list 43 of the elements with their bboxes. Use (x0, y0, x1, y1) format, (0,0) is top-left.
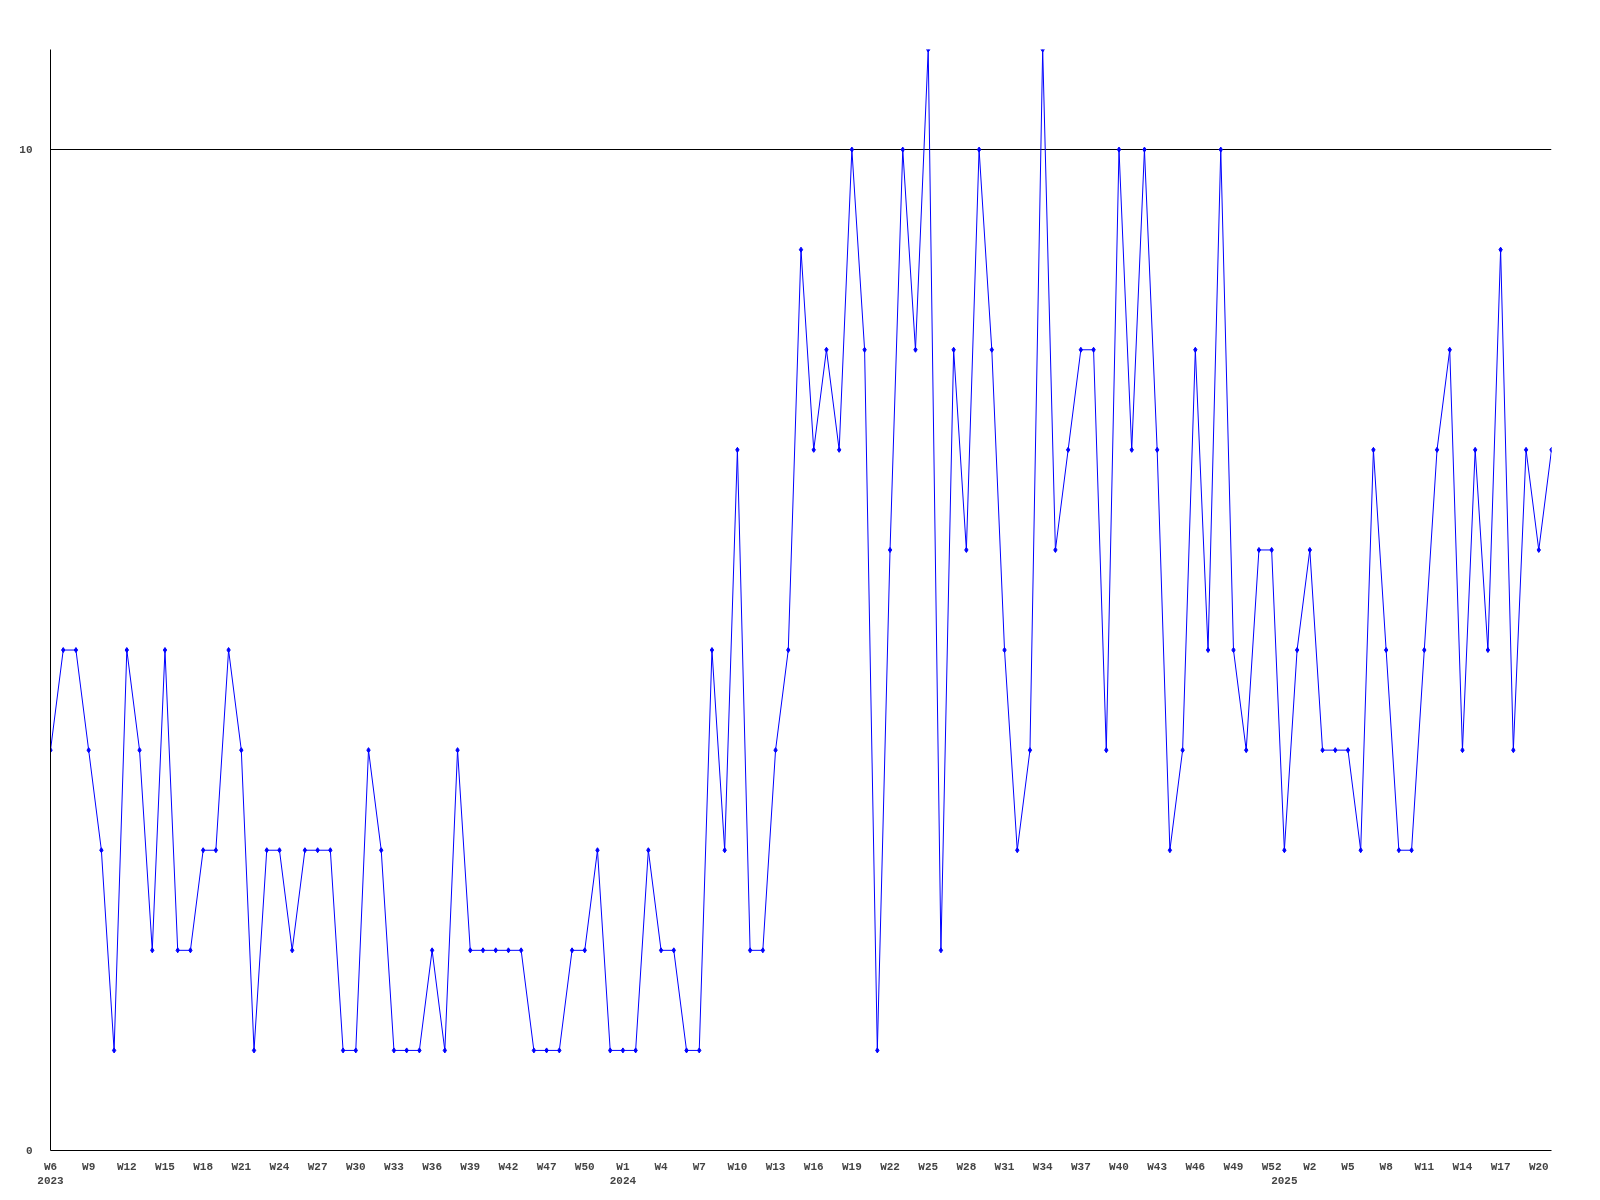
x-tick-label: W10 (727, 1160, 748, 1173)
x-tick-label: W42 (498, 1160, 519, 1173)
x-tick-label: W8 (1379, 1160, 1394, 1173)
x-tick-label: W52 (1261, 1160, 1282, 1173)
x-tick-label: W36 (422, 1160, 443, 1173)
y-tick-label: 10 (19, 144, 33, 157)
x-tick-label: W46 (1185, 1160, 1206, 1173)
x-tick-label: W47 (536, 1160, 557, 1173)
x-tick-label: W50 (574, 1160, 595, 1173)
x-tick-label: W11 (1414, 1160, 1435, 1173)
x-tick-label: W9 (82, 1160, 96, 1173)
y-tick-label: 0 (25, 1145, 33, 1157)
x-tick-label: W34 (1032, 1160, 1053, 1173)
x-tick-label: W24 (269, 1160, 290, 1173)
x-tick-label: W25 (918, 1160, 939, 1173)
x-tick-label: W13 (765, 1160, 786, 1173)
x-tick-label: W17 (1490, 1160, 1511, 1173)
x-tick-label: W49 (1223, 1160, 1244, 1173)
x-tick-label: W33 (384, 1160, 405, 1173)
x-tick-label: W5 (1341, 1160, 1355, 1173)
x-tick-label: W6 2023 (37, 1160, 65, 1187)
x-tick-label: W4 (654, 1160, 669, 1173)
x-tick-label: W39 (460, 1160, 481, 1173)
x-tick-label: W14 (1452, 1160, 1473, 1173)
x-tick-label: W20 (1528, 1160, 1549, 1173)
x-tick-label: W12 (116, 1160, 137, 1173)
x-tick-label: W27 (307, 1160, 328, 1173)
x-tick-label: W31 (994, 1160, 1015, 1173)
x-tick-label: W18 (193, 1160, 214, 1173)
x-tick-label: W30 (345, 1160, 366, 1173)
x-tick-label: W21 (231, 1160, 252, 1173)
x-tick-label: W28 (956, 1160, 977, 1173)
x-tick-label: W7 (692, 1160, 706, 1173)
x-tick-label: W2 (1303, 1160, 1317, 1173)
x-tick-label: W40 (1109, 1160, 1129, 1173)
x-tick-label: W15 (155, 1160, 176, 1173)
x-tick-label: W19 (841, 1160, 862, 1173)
x-tick-label: W16 (803, 1160, 824, 1173)
x-tick-label: 2025 (1271, 1174, 1298, 1187)
x-tick-label: W1 2024 (609, 1160, 637, 1187)
x-tick-label: W37 (1070, 1160, 1091, 1173)
x-tick-label: W43 (1147, 1160, 1168, 1173)
x-tick-label: W22 (880, 1160, 900, 1173)
